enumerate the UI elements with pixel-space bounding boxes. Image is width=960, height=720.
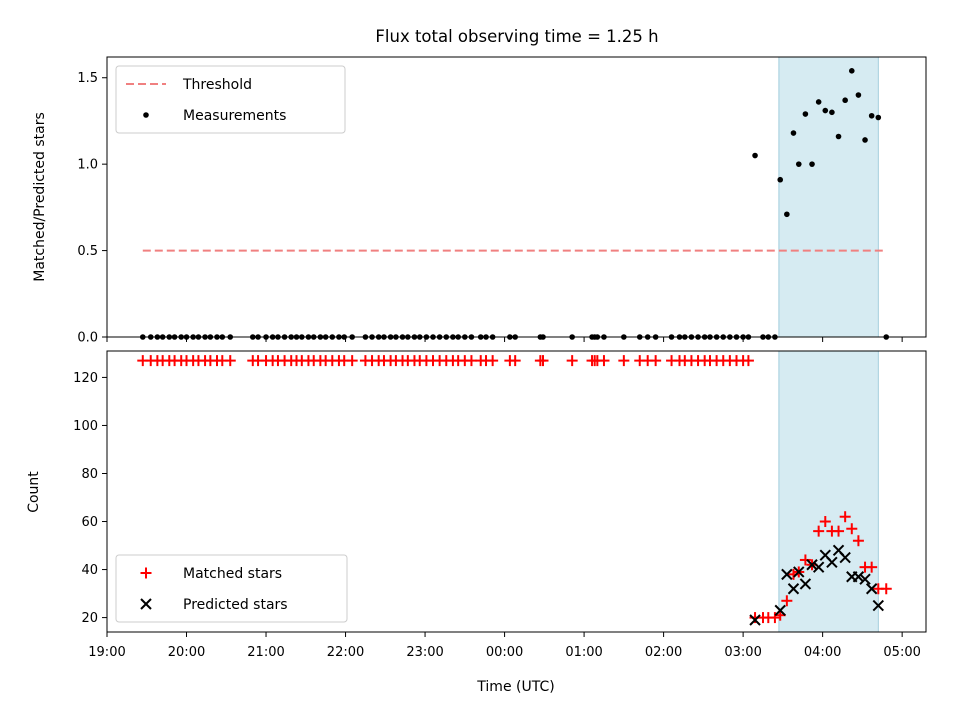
top-y-tick-label: 0.0 — [77, 331, 98, 346]
measurement-point — [829, 109, 835, 116]
measurement-point — [777, 176, 784, 183]
matched-star-point — [769, 612, 781, 624]
predicted-star-point — [859, 573, 871, 585]
matched-star-point — [781, 595, 793, 607]
x-tick-label: 00:00 — [486, 645, 523, 660]
bottom-legend: Matched stars Predicted stars — [115, 554, 348, 623]
measurement-point — [835, 133, 842, 140]
predicted-star-point — [839, 551, 851, 564]
matched-star-point — [846, 523, 858, 535]
matched-star-point — [880, 583, 892, 595]
bottom-legend-box — [115, 554, 348, 623]
predicted-star-point — [787, 583, 800, 595]
matched-star-point — [813, 525, 825, 537]
matched-star-point — [799, 554, 811, 566]
x-tick-label: 20:00 — [168, 645, 205, 660]
matched-star-point — [346, 355, 358, 367]
measurement-point — [848, 68, 855, 74]
matched-star-point — [650, 355, 662, 367]
measurement-point — [802, 111, 809, 117]
x-tick-label: 03:00 — [724, 645, 761, 660]
matched-star-point — [742, 355, 754, 367]
bottom-y-tick-label: 100 — [73, 419, 98, 434]
top-y-tick-label: 1.5 — [77, 71, 98, 86]
predicted-star-point — [865, 583, 878, 595]
measurement-point — [752, 152, 758, 159]
top-y-axis-label: Matched/Predicted stars — [32, 112, 48, 282]
predicted-star-point — [826, 556, 838, 569]
x-tick-label: 02:00 — [645, 645, 682, 660]
matched-star-point — [598, 355, 610, 367]
bottom-panel: 20 40 60 80 100 120 19:00 20:00 21:00 22:00 23:00 0… — [73, 350, 927, 660]
legend-predicted-label: Predicted stars — [183, 597, 288, 613]
predicted-star-point — [806, 559, 818, 571]
top-panel: 0.0 0.5 1.0 1.5 Threshold Measurements — [77, 56, 927, 346]
bottom-y-tick-label: 20 — [81, 611, 98, 626]
measurement-point — [809, 161, 815, 167]
measurement-point — [784, 211, 790, 218]
legend-threshold-label: Threshold — [182, 77, 252, 93]
predicted-star-point — [749, 614, 761, 626]
top-legend-box — [115, 65, 346, 134]
top-y-tick-label: 0.5 — [77, 244, 98, 259]
predicted-star-point — [799, 578, 812, 590]
x-axis-label: Time (UTC) — [476, 679, 554, 695]
legend-matched-label: Matched stars — [183, 566, 282, 582]
top-frame — [106, 56, 927, 338]
bottom-y-tick-label: 80 — [81, 467, 98, 482]
predicted-star-point — [781, 568, 793, 581]
predicted-star-point — [812, 561, 825, 573]
x-tick-label: 23:00 — [406, 645, 443, 660]
bottom-y-tick-label: 120 — [73, 371, 98, 386]
top-y-tick-label: 1.0 — [77, 158, 98, 173]
matched-star-point — [487, 355, 499, 367]
x-tick-label: 22:00 — [327, 645, 364, 660]
measurement-point — [822, 107, 829, 114]
matched-star-point — [819, 516, 831, 528]
top-legend: Threshold Measurements — [115, 65, 346, 134]
matched-star-point — [833, 525, 845, 537]
matched-star-point — [509, 355, 521, 367]
bottom-y-tick-label: 40 — [81, 563, 98, 578]
predicted-star-point — [774, 604, 786, 617]
legend-matched-swatch — [140, 567, 152, 579]
x-tick-label: 19:00 — [88, 645, 125, 660]
measurement-point — [790, 130, 797, 136]
legend-measurements-label: Measurements — [183, 108, 286, 124]
top-highlight-span — [778, 56, 879, 338]
x-tick-label: 21:00 — [247, 645, 284, 660]
matched-star-point — [224, 355, 236, 367]
matched-star-point — [537, 355, 549, 367]
x-tick-label: 04:00 — [804, 645, 841, 660]
measurement-point — [862, 137, 868, 143]
bottom-y-axis-label: Count — [26, 471, 42, 513]
x-tick-label: 05:00 — [883, 645, 920, 660]
measurement-point — [875, 114, 882, 121]
matched-star-point — [852, 535, 864, 547]
measurement-point — [842, 97, 848, 104]
bottom-frame — [106, 350, 927, 633]
measurement-point — [868, 112, 875, 119]
legend-measurements-swatch — [143, 112, 149, 118]
bottom-highlight-span — [778, 350, 879, 633]
predicted-star-point — [872, 599, 884, 612]
matched-star-point — [618, 355, 630, 367]
chart-title: Flux total observing time = 1.25 h — [375, 27, 658, 46]
matched-star-point — [566, 355, 578, 367]
predicted-star-point — [793, 566, 805, 578]
measurement-point — [855, 92, 862, 98]
matched-star-point — [839, 511, 851, 523]
bottom-y-tick-label: 60 — [81, 515, 98, 530]
measurement-point — [795, 161, 802, 167]
legend-predicted-swatch — [140, 598, 152, 610]
matched-star-point — [465, 355, 477, 367]
predicted-star-point — [852, 571, 865, 583]
measurement-point — [815, 99, 822, 105]
x-tick-label: 01:00 — [565, 645, 602, 660]
matched-star-point — [866, 561, 878, 573]
